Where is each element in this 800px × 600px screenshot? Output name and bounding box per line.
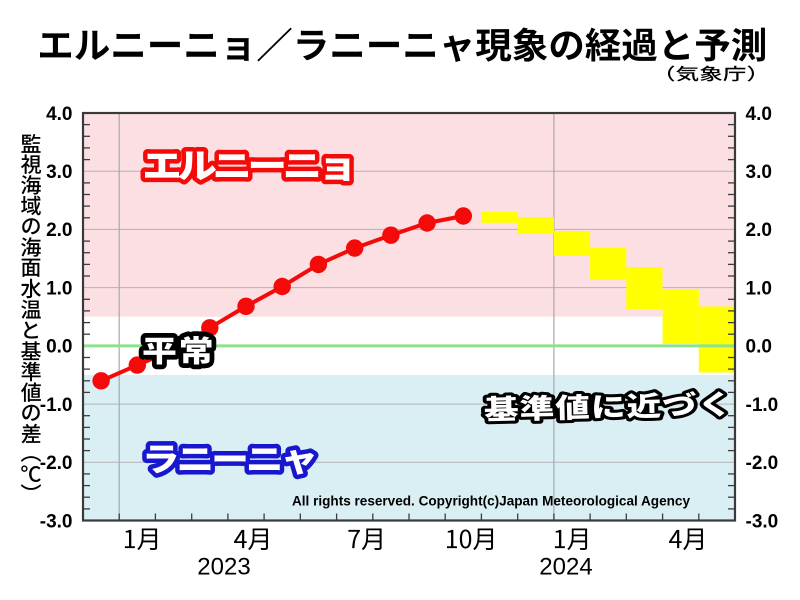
svg-text:-2.0: -2.0: [40, 453, 73, 474]
svg-text:-3.0: -3.0: [40, 511, 73, 532]
svg-text:1.0: 1.0: [46, 278, 72, 299]
svg-text:2.0: 2.0: [46, 220, 72, 241]
svg-text:4.0: 4.0: [46, 104, 72, 125]
svg-text:-2.0: -2.0: [746, 453, 779, 474]
svg-text:-1.0: -1.0: [40, 395, 73, 416]
svg-text:3.0: 3.0: [746, 162, 772, 183]
svg-text:2024: 2024: [539, 554, 592, 581]
svg-text:0.0: 0.0: [46, 337, 72, 358]
svg-text:4.0: 4.0: [746, 104, 772, 125]
svg-text:0.0: 0.0: [746, 337, 772, 358]
svg-text:-3.0: -3.0: [746, 511, 779, 532]
svg-text:2.0: 2.0: [746, 220, 772, 241]
svg-text:1.0: 1.0: [746, 278, 772, 299]
svg-text:All rights reserved. Copyright: All rights reserved. Copyright(c)Japan M…: [292, 493, 690, 509]
svg-text:2023: 2023: [197, 554, 250, 581]
svg-text:3.0: 3.0: [46, 162, 72, 183]
svg-text:-1.0: -1.0: [746, 395, 779, 416]
